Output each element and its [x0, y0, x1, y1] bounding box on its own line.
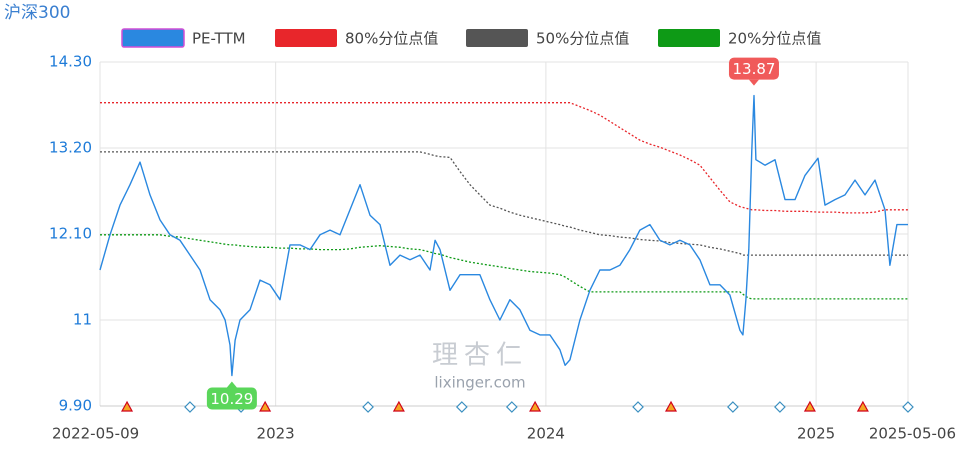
x-tick-label: 2025-05-06: [869, 425, 956, 443]
series-line: [99, 94, 908, 377]
legend-swatch: [658, 29, 720, 47]
watermark-site: lixinger.com: [434, 374, 525, 392]
legend-swatch: [275, 29, 337, 47]
series-line: [100, 102, 908, 214]
event-diamond: [902, 401, 914, 413]
legend-label: 80%分位点值: [345, 30, 438, 48]
annotation-box: [206, 387, 257, 410]
x-tick-label: 2024: [527, 425, 565, 443]
y-tick-label: 13.20: [49, 139, 92, 157]
annotation: 13.87: [728, 57, 779, 86]
legend-swatch: [121, 28, 185, 48]
annotation-pointer: [226, 381, 237, 388]
annotation-label: 13.87: [732, 60, 775, 78]
y-tick-label: 9.90: [59, 397, 92, 415]
event-diamond: [184, 401, 196, 413]
event-triangle: [664, 400, 678, 412]
event-diamond: [632, 401, 644, 413]
event-diamond: [727, 401, 739, 413]
x-tick-label: 2022-05-09: [52, 425, 139, 443]
legend-label: 50%分位点值: [536, 30, 629, 48]
annotation-pointer: [748, 79, 759, 86]
legend-swatch: [466, 29, 528, 47]
event-triangle: [856, 400, 869, 412]
x-tick-label: 2023: [257, 425, 295, 443]
event-diamond: [774, 401, 786, 413]
x-tick-label: 2025: [797, 425, 835, 443]
legend-label: 20%分位点值: [728, 30, 821, 48]
event-triangle: [392, 400, 405, 412]
event-diamond: [455, 401, 468, 413]
chart-title: 沪深300: [4, 3, 70, 23]
legend-label: PE-TTM: [192, 30, 246, 48]
event-triangle: [803, 400, 816, 412]
y-tick-label: 12.10: [49, 225, 92, 243]
event-diamond: [362, 401, 374, 413]
annotation-label: 10.29: [210, 390, 253, 408]
event-triangle: [121, 400, 134, 412]
event-diamond: [505, 401, 518, 413]
event-triangle: [529, 400, 542, 412]
watermark-brand: 理杏仁: [432, 341, 528, 371]
annotation: 10.29: [206, 381, 257, 410]
y-tick-label: 14.30: [49, 53, 92, 71]
series-line: [100, 234, 908, 300]
y-tick-label: 11: [73, 311, 92, 329]
annotation-box: [728, 57, 779, 80]
series-line: [100, 151, 908, 256]
event-triangle: [259, 400, 272, 412]
